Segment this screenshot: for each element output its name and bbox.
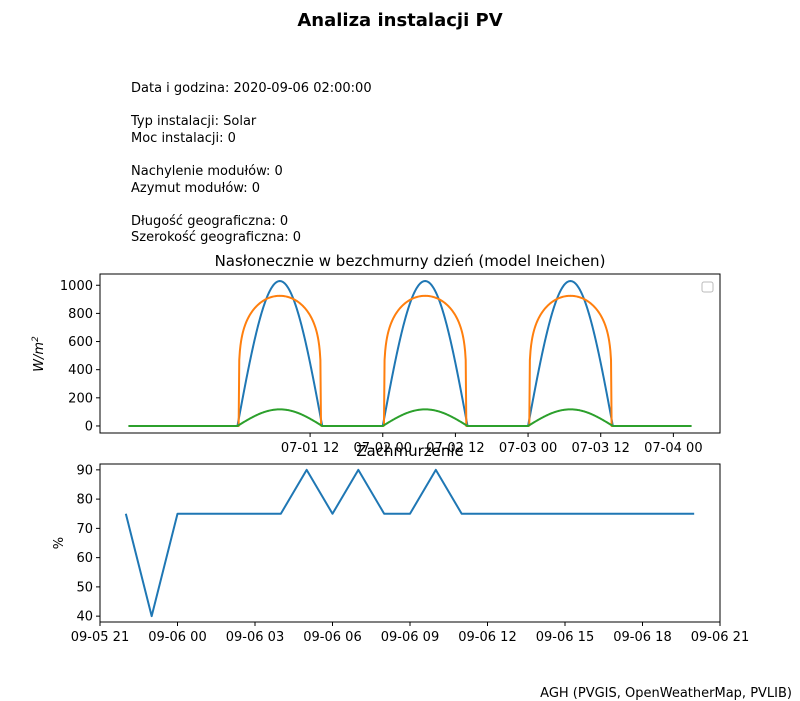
figure-title: Analiza instalacji PV <box>297 10 503 31</box>
info-module-tilt: Nachylenie modułów: 0 <box>131 163 283 179</box>
cloud-cover-y-tick-label: 40 <box>76 610 93 625</box>
irradiance-series-line-1 <box>128 280 692 427</box>
cloud-cover-x-tick-label: 09-06 12 <box>458 630 516 645</box>
cloud-cover-y-tick-label: 90 <box>76 463 93 478</box>
irradiance-chart: Nasłonecznie w bezchmurny dzień (model I… <box>31 252 721 456</box>
cloud-cover-y-tick-label: 80 <box>76 493 93 508</box>
irradiance-x-tick-label: 07-02 00 <box>354 441 412 456</box>
irradiance-chart-title: Nasłonecznie w bezchmurny dzień (model I… <box>215 252 606 270</box>
cloud-cover-chart: Zachmurzenie 40 50 60 70 80 90 09-05 21 09-06 0… <box>52 442 749 645</box>
cloud-cover-chart-title: Zachmurzenie <box>356 442 464 460</box>
irradiance-series <box>128 280 692 427</box>
irradiance-axes-ticks: 0 200 400 600 800 1000 07-01 12 07-02 00 07-02 1… <box>60 279 703 456</box>
cloud-cover-y-tick-label: 60 <box>76 551 93 566</box>
footer-credits: AGH (PVGIS, OpenWeatherMap, PVLIB) <box>540 686 792 701</box>
cloud-cover-series-line-1 <box>124 468 695 618</box>
cloud-cover-x-tick-label: 09-05 21 <box>71 630 129 645</box>
irradiance-y-tick-label: 200 <box>68 391 93 406</box>
cloud-cover-x-tick-label: 09-06 18 <box>613 630 671 645</box>
installation-info: Data i godzina: 2020-09-06 02:00:00 Typ … <box>131 81 372 247</box>
irradiance-x-tick-label: 07-01 12 <box>281 441 339 456</box>
cloud-cover-x-tick-label: 09-06 15 <box>536 630 594 645</box>
cloud-cover-x-tick-label: 09-06 06 <box>303 630 361 645</box>
cloud-cover-x-tick-label: 09-06 03 <box>226 630 284 645</box>
info-datetime: Data i godzina: 2020-09-06 02:00:00 <box>131 81 372 96</box>
irradiance-y-axis-label: W/m2 <box>31 336 47 372</box>
irradiance-plot-frame <box>99 273 721 434</box>
cloud-cover-x-tick-label: 09-06 09 <box>381 630 439 645</box>
cloud-cover-y-tick-label: 70 <box>76 522 93 537</box>
irradiance-x-tick-label: 07-03 00 <box>499 441 557 456</box>
cloud-cover-x-tick-label: 09-06 21 <box>691 630 749 645</box>
cloud-cover-series <box>124 468 695 618</box>
info-module-azimuth: Azymut modułów: 0 <box>131 180 261 196</box>
cloud-cover-axes-ticks: 40 50 60 70 80 90 09-05 21 09-06 00 09-06 03 09-0… <box>71 463 749 645</box>
info-installation-power: Moc instalacji: 0 <box>131 130 236 146</box>
irradiance-x-tick-label: 07-02 12 <box>426 441 484 456</box>
irradiance-y-tick-label: 600 <box>68 335 93 350</box>
cloud-cover-plot-frame <box>99 463 721 623</box>
cloud-cover-y-axis-label: % <box>52 537 67 549</box>
irradiance-x-tick-label: 07-03 12 <box>571 441 629 456</box>
irradiance-series-line-3 <box>128 408 692 427</box>
irradiance-y-tick-label: 1000 <box>60 279 93 294</box>
irradiance-legend <box>701 281 714 293</box>
info-longitude: Długość geograficzna: 0 <box>131 213 289 229</box>
irradiance-series-line-2 <box>128 294 692 427</box>
irradiance-y-tick-label: 0 <box>85 419 93 434</box>
irradiance-y-tick-label: 400 <box>68 363 93 378</box>
info-installation-type: Typ instalacji: Solar <box>131 114 257 130</box>
irradiance-x-tick-label: 07-04 00 <box>644 441 702 456</box>
info-latitude: Szerokość geograficzna: 0 <box>131 230 302 246</box>
cloud-cover-y-tick-label: 50 <box>76 580 93 595</box>
irradiance-y-tick-label: 800 <box>68 307 93 322</box>
cloud-cover-x-tick-label: 09-06 00 <box>148 630 206 645</box>
